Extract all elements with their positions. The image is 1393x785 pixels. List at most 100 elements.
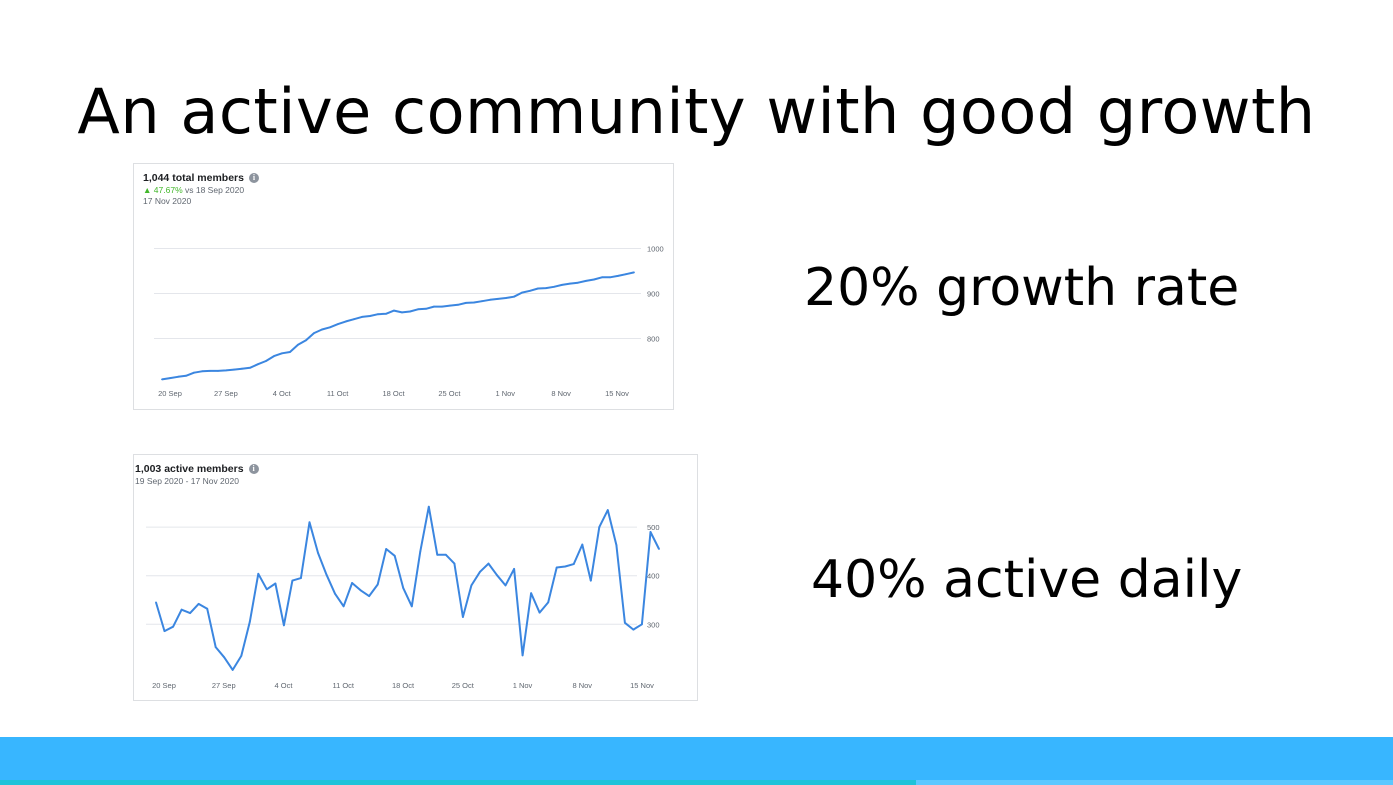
data-point <box>572 563 575 565</box>
data-point <box>214 646 217 648</box>
data-point <box>342 605 345 608</box>
data-point <box>217 370 219 372</box>
data-point <box>281 352 283 355</box>
data-point <box>369 315 371 317</box>
data-point <box>598 526 601 528</box>
data-point <box>402 587 405 589</box>
growth-change-text: vs 18 Sep 2020 <box>182 185 245 195</box>
data-point <box>401 311 403 314</box>
data-point <box>368 595 370 597</box>
data-point <box>419 550 422 553</box>
data-point <box>609 276 611 279</box>
x-tick-label: 27 Sep <box>212 681 236 690</box>
data-point <box>441 305 443 308</box>
x-tick-label: 4 Oct <box>273 389 292 398</box>
active-members-metric: 1,003 active members i <box>135 463 259 475</box>
y-tick-label: 300 <box>647 620 660 629</box>
data-point <box>606 509 609 511</box>
data-point <box>274 582 277 585</box>
info-icon[interactable]: i <box>248 464 259 474</box>
data-point <box>417 308 419 311</box>
data-point <box>521 291 523 294</box>
data-point <box>569 282 571 285</box>
data-point <box>465 302 467 304</box>
data-point <box>317 552 319 554</box>
data-point <box>225 369 227 372</box>
data-point <box>497 298 499 300</box>
y-tick-label: 500 <box>647 523 660 532</box>
data-point <box>248 621 251 623</box>
data-point <box>265 588 268 591</box>
data-point <box>325 573 328 576</box>
y-tick-label: 1000 <box>647 245 664 254</box>
active-members-card: 300 400 500 20 Sep 27 Sep 4 Oct 11 Oct 18 Oct 25… <box>133 454 698 701</box>
data-point <box>273 355 275 357</box>
data-point <box>289 351 291 353</box>
x-tick-label: 11 Oct <box>327 389 349 398</box>
active-members-title: 1,003 active members <box>135 463 244 475</box>
total-members-date: 17 Nov 2020 <box>143 196 192 206</box>
data-point <box>409 310 411 313</box>
x-tick-label: 20 Sep <box>152 681 176 690</box>
data-point <box>601 276 603 279</box>
data-point <box>189 612 191 614</box>
data-point <box>633 271 635 274</box>
data-point <box>625 273 627 276</box>
total-members-metric: 1,044 total members i <box>143 172 259 184</box>
data-point <box>641 623 643 626</box>
data-point <box>427 505 430 508</box>
active-members-header: 1,003 active members i 19 Sep 2020 - 17 … <box>135 463 259 486</box>
total-members-chart: 800 900 1000 20 Sep 27 Sep 4 Oct 11 Oct 18 Oct 2… <box>154 245 664 398</box>
data-point <box>658 548 660 550</box>
footer-accent-bar <box>0 780 916 785</box>
data-point <box>585 280 587 282</box>
data-point <box>329 326 331 329</box>
data-point <box>257 363 259 366</box>
info-icon[interactable]: i <box>248 173 259 183</box>
data-point <box>513 568 515 570</box>
data-point <box>257 572 260 575</box>
data-point <box>201 370 203 373</box>
data-point <box>197 603 200 605</box>
data-point <box>513 295 515 298</box>
data-point <box>589 579 592 582</box>
data-point <box>649 531 652 533</box>
data-point <box>313 332 315 334</box>
total-members-title: 1,044 total members <box>143 172 244 184</box>
data-point <box>240 655 243 657</box>
data-point <box>177 375 179 378</box>
total-members-header: 1,044 total members i ▲ 47.67% vs 18 Sep… <box>143 172 259 206</box>
active-daily-stat: 40% active daily <box>811 550 1243 610</box>
data-point <box>361 316 363 318</box>
x-tick-label: 18 Oct <box>392 681 415 690</box>
data-point <box>233 368 235 371</box>
data-point <box>206 607 209 610</box>
data-point <box>473 301 475 304</box>
data-point <box>180 608 183 611</box>
x-tick-label: 4 Oct <box>275 681 294 690</box>
y-tick-label: 400 <box>647 572 660 581</box>
data-point <box>581 543 584 546</box>
data-point <box>615 544 618 546</box>
data-point <box>487 562 490 565</box>
data-point <box>545 287 547 289</box>
data-point <box>376 583 379 586</box>
data-point <box>496 574 498 577</box>
data-point <box>305 339 307 342</box>
up-arrow-icon: ▲ <box>143 185 152 195</box>
data-point <box>155 601 157 604</box>
data-point <box>163 630 166 632</box>
data-point <box>624 621 626 624</box>
data-point <box>462 616 464 618</box>
x-tick-label: 15 Nov <box>630 681 654 690</box>
data-point <box>283 624 285 627</box>
data-point <box>617 275 619 277</box>
data-point <box>359 589 362 592</box>
data-point <box>505 297 507 299</box>
x-tick-label: 11 Oct <box>332 681 354 690</box>
x-tick-label: 1 Nov <box>495 389 515 398</box>
data-point <box>353 318 355 321</box>
data-point <box>231 669 234 671</box>
total-members-card: 800 900 1000 20 Sep 27 Sep 4 Oct 11 Oct 18 Oct 2… <box>133 163 674 410</box>
series-line <box>161 271 635 381</box>
